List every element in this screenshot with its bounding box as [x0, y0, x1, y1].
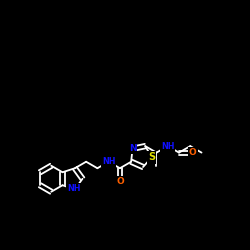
Text: N: N [129, 144, 136, 153]
Text: O: O [116, 177, 124, 186]
Text: NH: NH [102, 157, 116, 166]
Text: NH: NH [161, 142, 174, 150]
Text: S: S [148, 152, 155, 162]
Text: NH: NH [67, 184, 80, 193]
Text: O: O [189, 148, 196, 157]
